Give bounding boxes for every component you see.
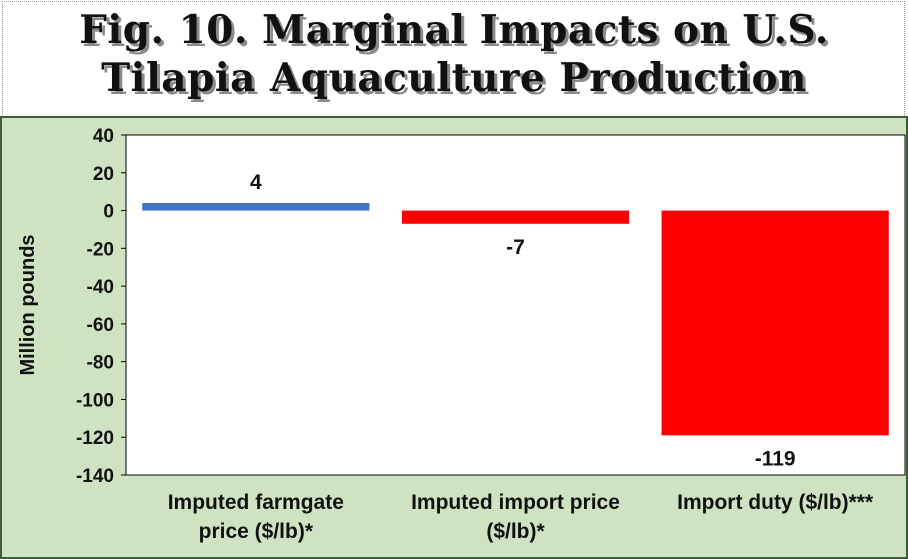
data-label-1: -7 [506, 236, 525, 259]
category-label-line: Imputed farmgate [167, 491, 344, 514]
category-label-farmgate: Imputed farmgate price ($/lb)* [126, 488, 386, 546]
bars [142, 203, 889, 436]
y-tick-label: 0 [103, 202, 114, 223]
y-tick-label: -60 [87, 315, 114, 336]
category-label-line: price ($/lb)* [198, 520, 314, 543]
y-tick-label: -40 [87, 277, 114, 298]
y-axis-title: Million pounds [17, 234, 39, 375]
bar-1 [401, 210, 630, 224]
y-tick-label: -120 [76, 428, 114, 449]
chart-title-line-2: Tilapia Aquaculture Production [101, 55, 807, 101]
y-tick-label: 20 [93, 164, 114, 185]
data-labels: 4 -7 -119 [250, 171, 796, 470]
y-tick-label: -100 [76, 390, 114, 411]
category-label-line: Import duty ($/lb)*** [677, 491, 874, 514]
bar-0 [142, 203, 370, 211]
y-tick-label: -80 [87, 353, 114, 374]
y-tick-label: 40 [93, 126, 114, 147]
data-label-2: -119 [755, 447, 796, 470]
category-label-line: Imputed import price [411, 491, 620, 514]
category-label-import-duty: Import duty ($/lb)*** [645, 488, 905, 517]
chart-title: Fig. 10. Marginal Impacts on U.S. Tilapi… [0, 6, 908, 102]
category-label-import-price: Imputed import price ($/lb)* [386, 488, 646, 546]
y-axis-ticks: 40 20 0 -20 -40 -60 -80 -100 -120 -140 [76, 126, 126, 487]
y-tick-label: -20 [87, 239, 114, 260]
bar-2 [661, 210, 889, 436]
category-label-line: ($/lb)* [486, 520, 545, 543]
chart-title-line-1: Fig. 10. Marginal Impacts on U.S. [79, 7, 829, 53]
data-label-0: 4 [250, 171, 262, 194]
y-tick-label: -140 [76, 466, 114, 487]
